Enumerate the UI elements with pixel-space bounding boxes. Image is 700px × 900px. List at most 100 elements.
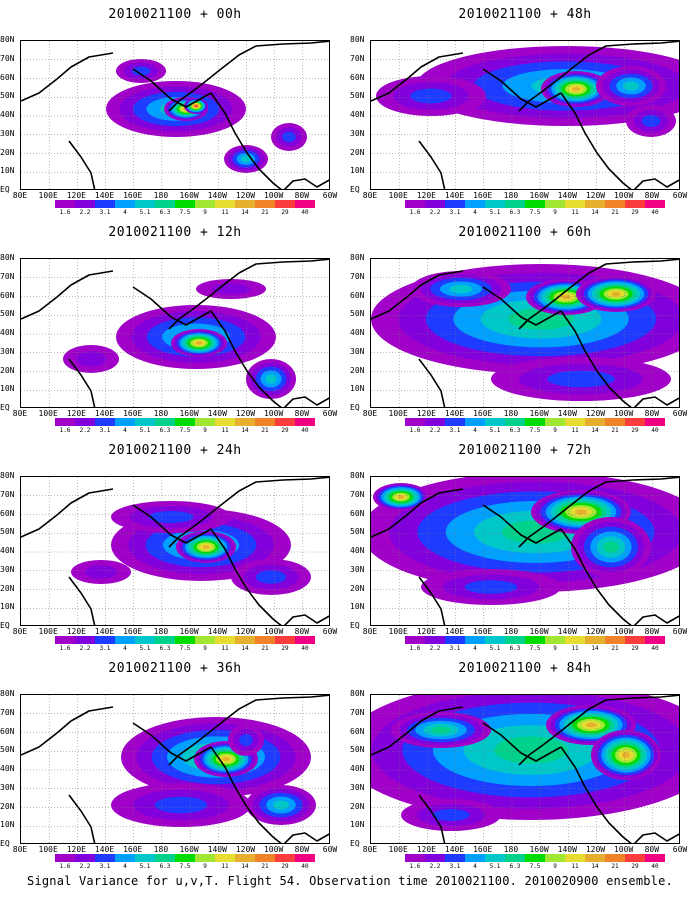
colorbar-label: 29 [281,645,289,652]
coastline [132,504,212,544]
lon-tick-label: 100W [263,627,284,636]
lat-tick-label: 30N [0,564,15,574]
panel-title: 2010021100 + 12h [108,225,242,240]
lon-tick-label: 140E [444,627,465,636]
colorbar-swatch [275,636,295,644]
lon-tick-label: 60W [322,845,338,854]
lat-tick-label: EQ [350,621,360,630]
colorbar-swatch [525,418,545,426]
lat-tick-label: 60N [0,72,15,82]
colorbar-label: 1.6 [59,427,71,434]
colorbar [55,418,315,426]
colorbar-label: 5.1 [489,427,501,434]
colorbar-label: 40 [301,209,309,216]
lon-tick-label: 160W [529,409,549,418]
colorbar-swatch [255,200,275,208]
lat-tick-label: 30N [350,564,365,574]
lon-tick-label: 160E [123,845,143,854]
colorbar-label: 40 [301,863,309,870]
contour-band [222,756,230,762]
contour-band [603,541,619,553]
colorbar-label: 2.2 [429,645,441,652]
colorbar-swatch [135,854,155,862]
colorbar-label: 2.2 [79,863,91,870]
map-area [370,258,680,408]
lat-tick-label: 80N [350,35,365,44]
lon-tick-label: 140W [557,845,577,854]
colorbar-label: 3.1 [99,863,111,870]
lon-tick-label: 80W [294,191,310,200]
colorbar-swatch [175,200,195,208]
contour-band [84,565,118,579]
coastline [68,794,96,843]
lon-tick-label: 180 [503,627,519,636]
colorbar-label: 6.3 [159,427,171,434]
colorbar-swatch [445,200,465,208]
lon-tick-label: 180 [503,409,519,418]
lon-tick-label: 100E [38,409,58,418]
contour-band [410,88,452,104]
lon-tick-label: 80W [644,191,660,200]
coastline [283,178,329,189]
colorbar-swatch [605,636,625,644]
colorbar-swatch [55,854,75,862]
colorbar-swatch [255,418,275,426]
colorbar-label: 9 [203,427,207,434]
coastline [560,746,632,843]
colorbar-swatch [565,418,585,426]
coastline [21,706,114,756]
coastline [418,358,446,407]
contour-band [621,752,631,758]
map-area [20,40,330,190]
lon-tick-label: 160E [123,409,143,418]
colorbar-label: 29 [631,427,639,434]
coastline [283,396,329,407]
coastline [518,695,679,766]
contour-band [202,545,210,549]
coastline [371,488,464,538]
lon-tick-label: 160W [179,191,199,200]
lat-tick-label: 10N [0,384,15,394]
lon-tick-label: 100W [613,191,634,200]
lat-tick-label: 80N [350,689,365,698]
colorbar-swatch [405,418,425,426]
contour-band [622,81,640,91]
lon-tick-label: 140E [94,191,115,200]
colorbar-swatch [605,854,625,862]
coastline [560,310,632,407]
lon-tick-label: 120W [585,409,606,418]
colorbar-label: 6.3 [509,863,521,870]
colorbar-swatch [585,418,605,426]
colorbar-swatch [55,418,75,426]
lon-tick-label: 140W [557,409,577,418]
colorbar-label: 4 [473,863,477,870]
lon-tick-label: 180 [153,191,169,200]
colorbar [55,854,315,862]
colorbar-label: 29 [281,427,289,434]
lat-tick-label: 70N [350,53,365,63]
lat-tick-label: EQ [350,185,360,194]
lat-tick-label: 20N [350,801,365,811]
lon-tick-label: 140E [444,191,465,200]
coastline [518,259,679,330]
colorbar-label: 3.1 [449,427,461,434]
colorbar-swatch [605,418,625,426]
colorbar-label: 5.1 [489,863,501,870]
lon-tick-label: 80E [12,191,28,200]
colorbar-swatch [445,854,465,862]
colorbar-swatch [295,200,315,208]
coastline [283,832,329,843]
lat-tick-label: 10N [0,166,15,176]
lat-tick-label: 20N [0,365,15,375]
lon-tick-label: 60W [322,191,338,200]
lat-tick-label: 60N [350,72,365,82]
lon-tick-label: 180 [503,191,519,200]
colorbar-label: 21 [261,427,269,434]
colorbar-swatch [95,418,115,426]
colorbar-swatch [625,636,645,644]
colorbar-label: 5.1 [139,209,151,216]
colorbar-label: 9 [203,863,207,870]
colorbar-label: 9 [553,863,557,870]
colorbar-swatch [465,200,485,208]
lon-tick-label: 160W [529,627,549,636]
